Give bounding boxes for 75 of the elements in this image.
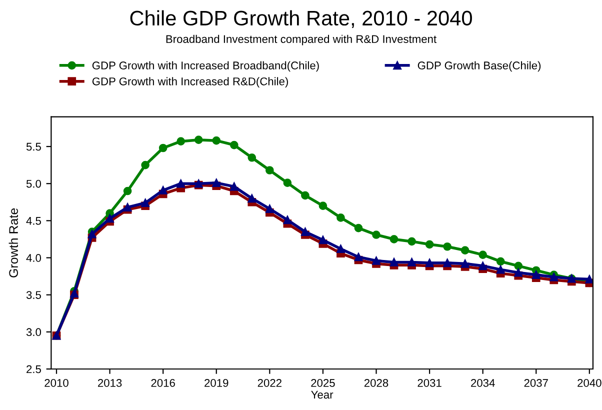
point xyxy=(514,262,523,270)
point xyxy=(460,260,470,268)
y-tick-label: 5.0 xyxy=(26,180,42,188)
point xyxy=(176,179,186,188)
point xyxy=(496,265,505,274)
point xyxy=(248,153,256,162)
x-tick-label: 2013 xyxy=(98,379,122,387)
point xyxy=(158,144,168,152)
point xyxy=(443,242,452,251)
point xyxy=(318,236,328,244)
y-tick-label: 4.0 xyxy=(26,254,42,262)
point xyxy=(123,203,132,212)
x-tick-label: 2025 xyxy=(311,379,335,387)
point xyxy=(478,250,487,259)
point xyxy=(141,160,150,170)
point xyxy=(106,214,114,223)
point xyxy=(478,262,487,270)
point xyxy=(372,230,380,239)
x-tick-label: 2031 xyxy=(418,379,442,387)
point xyxy=(336,244,345,254)
chart-subtitle: Broadband Investment compared with R&D Investment xyxy=(166,34,436,46)
point xyxy=(408,237,416,246)
point xyxy=(354,224,363,232)
point xyxy=(248,194,256,203)
point xyxy=(266,204,274,213)
point xyxy=(336,214,345,222)
point xyxy=(390,258,398,266)
point xyxy=(532,270,540,279)
legend-label: GDP Growth with Increased R&D(Chile) xyxy=(92,77,288,88)
point xyxy=(496,257,505,266)
x-tick-label: 2016 xyxy=(151,379,175,387)
x-tick-label: 2010 xyxy=(44,379,68,387)
point xyxy=(212,178,221,188)
point xyxy=(354,252,363,262)
point xyxy=(585,275,593,284)
point xyxy=(88,230,96,238)
point xyxy=(550,272,558,282)
point xyxy=(425,258,434,268)
point xyxy=(514,268,523,277)
x-tick-label: 2037 xyxy=(524,379,548,387)
legend-label: GDP Growth Base(Chile) xyxy=(418,61,541,72)
legend-label: GDP Growth with Increased Broadband(Chile) xyxy=(92,61,319,72)
point xyxy=(372,256,380,265)
point xyxy=(318,202,328,210)
point xyxy=(123,186,132,196)
point xyxy=(283,178,292,188)
x-tick-label: 2022 xyxy=(258,379,282,387)
x-tick-label: 2040 xyxy=(578,379,602,387)
x-tick-label: 2034 xyxy=(471,379,495,387)
point xyxy=(176,137,186,146)
y-tick-label: 4.5 xyxy=(26,217,41,225)
point xyxy=(425,240,434,249)
x-axis-title: Year xyxy=(311,390,334,399)
y-tick-label: 2.5 xyxy=(26,365,41,374)
point xyxy=(443,258,452,268)
point xyxy=(230,182,238,191)
y-tick-label: 3.5 xyxy=(26,291,41,299)
x-tick-label: 2028 xyxy=(364,379,388,387)
point xyxy=(141,198,150,208)
point xyxy=(212,136,221,145)
point xyxy=(194,136,203,144)
point xyxy=(158,186,168,194)
point xyxy=(230,140,238,150)
point xyxy=(460,246,470,255)
point xyxy=(408,258,416,266)
chart-title: Chile GDP Growth Rate, 2010 - 2040 xyxy=(130,10,472,28)
y-tick-label: 5.5 xyxy=(26,142,41,151)
point xyxy=(301,228,310,236)
point xyxy=(301,191,310,200)
y-axis-title: Growth Rate xyxy=(8,208,18,278)
point xyxy=(283,216,292,224)
point xyxy=(390,235,398,244)
x-tick-label: 2019 xyxy=(204,379,228,387)
y-tick-label: 3.0 xyxy=(26,328,42,336)
point xyxy=(266,166,274,174)
